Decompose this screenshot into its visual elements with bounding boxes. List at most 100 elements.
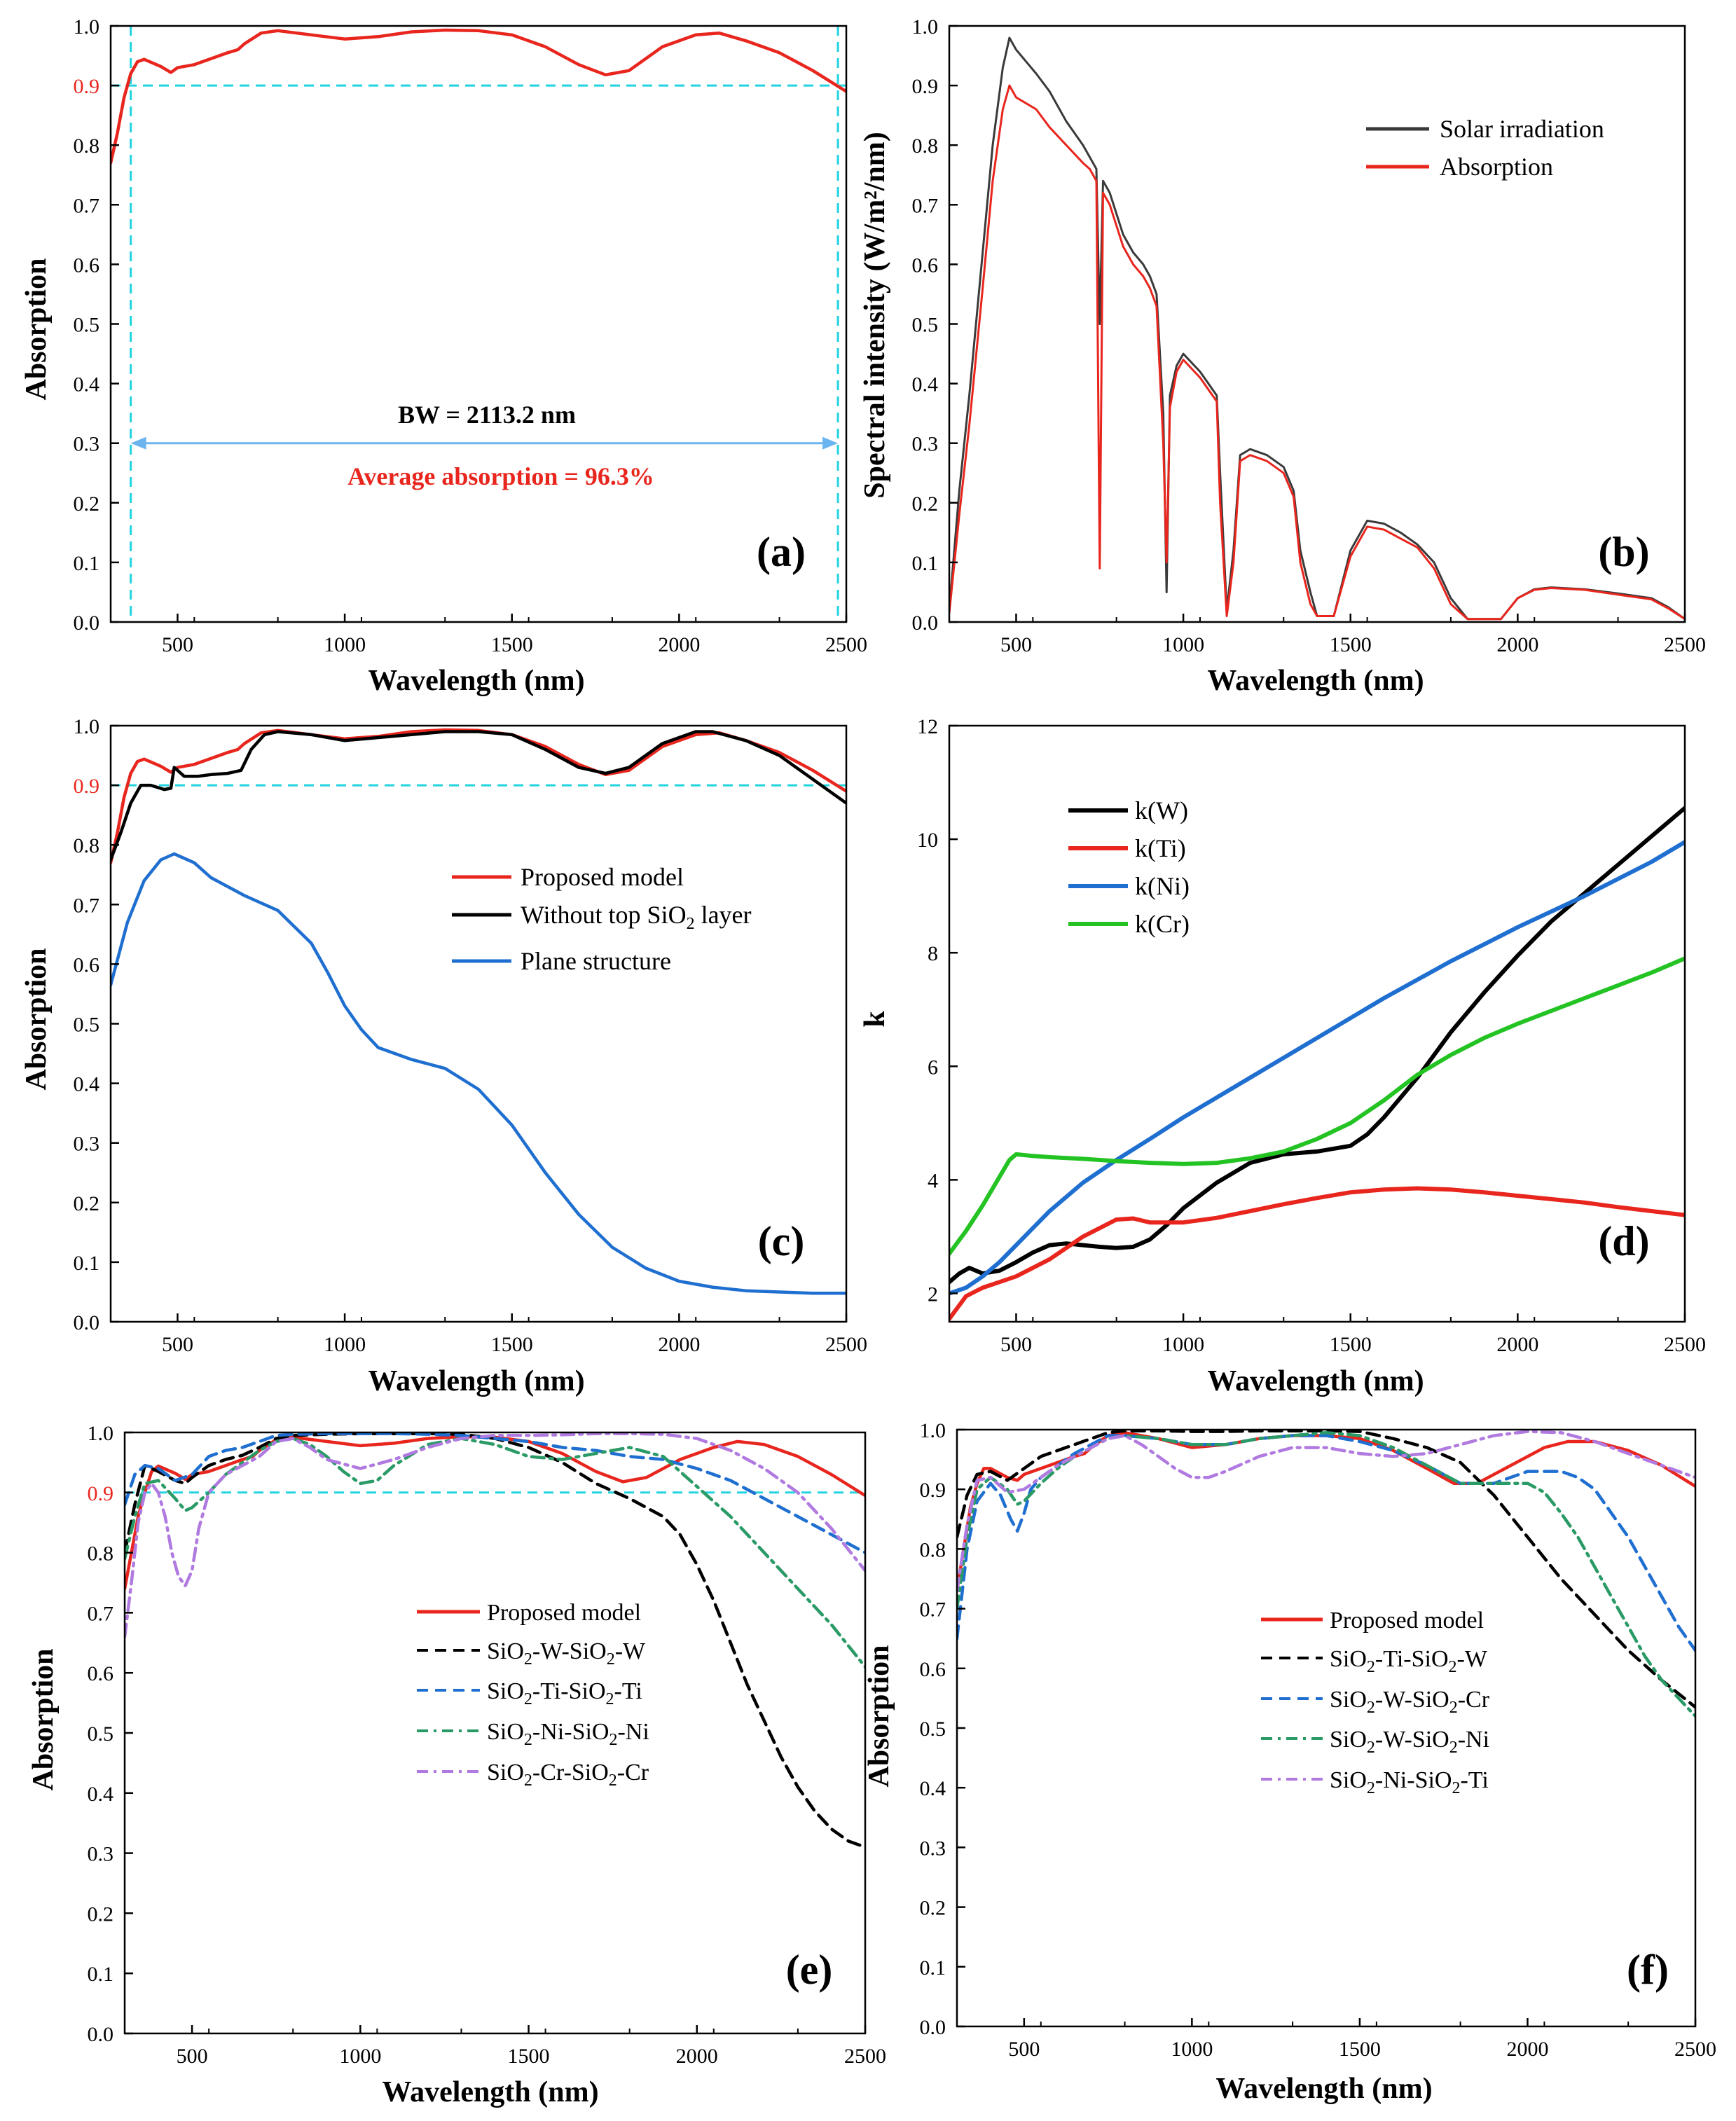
xtick-label-a-3: 2000 (658, 633, 700, 656)
xtick-label-b-3: 2000 (1496, 633, 1538, 656)
xtick-label-c-3: 2000 (658, 1333, 700, 1356)
series-line-a-0 (111, 28, 846, 165)
ytick-label-f-3: 0.3 (920, 1837, 946, 1860)
ytick-label-e-8: 0.8 (88, 1542, 114, 1566)
panel-e-legend: Proposed model SiO2-W-SiO2-W SiO2-Ti-SiO… (417, 1600, 649, 1790)
panel-c-legend: Proposed model Without top SiO2 layer Pl… (452, 863, 752, 975)
ytick-label-b-6: 0.6 (912, 254, 939, 277)
panel-a: 500 1000 1500 2000 2500 0.0 0.1 0.2 0.3 0.4 0.5 0.6… (20, 15, 867, 697)
ytick-label-b-10: 1.0 (912, 15, 939, 39)
axes-frame-d (948, 724, 1686, 1323)
ytick-label-a-3: 0.3 (74, 433, 100, 456)
ytick-label-a-2: 0.2 (74, 492, 100, 516)
xtick-label-e-0: 500 (177, 2045, 208, 2068)
ytick-label-d-2: 6 (928, 1056, 938, 1079)
ytick-label-e-6: 0.6 (88, 1662, 114, 1685)
panel-d-label: (d) (1598, 1218, 1649, 1264)
ytick-label-c-10: 1.0 (74, 715, 100, 738)
ytick-label-e-3: 0.3 (88, 1843, 114, 1866)
panel-d-legend: k(W) k(Ti) k(Ni) k(Cr) (1068, 796, 1190, 938)
legend-label-f-tiw: SiO2-Ti-SiO2-W (1330, 1646, 1488, 1676)
ytick-label-f-8: 0.8 (920, 1538, 946, 1561)
ytick-label-b-0: 0.0 (912, 612, 939, 635)
xtick-label-e-3: 2000 (676, 2045, 718, 2068)
legend-label-f-proposed: Proposed model (1330, 1608, 1484, 1633)
panel-f-plot: 500 1000 1500 2000 2500 0.0 0.1 0.2 0.3 0.4 0.5 0.6… (920, 1419, 1717, 2061)
ytick-label-e-2: 0.2 (88, 1902, 114, 1926)
ytick-label-f-4: 0.4 (920, 1777, 946, 1800)
xtick-label-a-2: 1500 (491, 633, 533, 656)
ytick-label-a-1: 0.1 (74, 552, 100, 575)
xtick-label-c-2: 1500 (491, 1333, 533, 1356)
ytick-label-e-4: 0.4 (88, 1783, 114, 1806)
xtick-label-d-4: 2500 (1664, 1333, 1706, 1356)
ytick-label-f-7: 0.7 (920, 1598, 946, 1622)
xtick-label-b-2: 1500 (1330, 633, 1372, 656)
panel-d-xlabel: Wavelength (nm) (1207, 1365, 1424, 1397)
legend-label-kw: k(W) (1135, 796, 1188, 824)
legend-label-absorption: Absorption (1440, 153, 1553, 181)
ytick-label-b-9: 0.9 (912, 75, 939, 98)
ytick-label-a-8: 0.8 (74, 134, 100, 158)
legend-label-e-wwsw: SiO2-W-SiO2-W (487, 1638, 646, 1669)
series-line-e-4 (125, 1432, 865, 1638)
ytick-label-e-5: 0.5 (88, 1722, 114, 1746)
series-line-c-1 (111, 730, 846, 862)
panel-f-legend: Proposed model SiO2-Ti-SiO2-W SiO2-W-SiO… (1261, 1608, 1490, 1797)
xtick-label-e-2: 1500 (508, 2045, 550, 2068)
series-line-c-2 (111, 852, 846, 1295)
series-line-d-2 (949, 840, 1685, 1296)
ytick-label-c-9: 0.9 (74, 775, 100, 798)
panel-b-legend: Solar irradiation Absorption (1366, 115, 1604, 181)
xtick-label-f-2: 1500 (1339, 2038, 1381, 2061)
ytick-label-f-0: 0.0 (920, 2016, 946, 2039)
panel-b-ylabel: Spectral intensity (W/m²/nm) (859, 132, 891, 499)
ytick-label-d-5: 12 (917, 715, 938, 738)
ytick-label-d-0: 2 (928, 1283, 938, 1306)
xtick-label-b-4: 2500 (1664, 633, 1706, 656)
series-line-e-2 (125, 1432, 865, 1554)
ytick-label-e-0: 0.0 (88, 2023, 114, 2046)
panel-a-label: (a) (757, 529, 806, 575)
panel-c-ylabel: Absorption (20, 948, 53, 1090)
legend-label-e-proposed: Proposed model (487, 1600, 641, 1626)
panel-e-xlabel: Wavelength (nm) (382, 2076, 598, 2108)
panel-a-ylabel: Absorption (20, 258, 53, 400)
legend-label-kni: k(Ni) (1135, 872, 1190, 900)
ytick-label-a-10: 1.0 (74, 15, 100, 39)
ytick-label-a-4: 0.4 (74, 373, 100, 396)
series-line-f-2 (957, 1434, 1695, 1652)
series-line-f-4 (957, 1430, 1695, 1593)
ytick-label-c-5: 0.5 (74, 1014, 100, 1037)
xtick-label-d-0: 500 (1000, 1333, 1032, 1356)
xtick-label-e-4: 2500 (844, 2045, 886, 2068)
panel-f-label: (f) (1627, 1947, 1669, 1993)
panel-c-xlabel: Wavelength (nm) (368, 1365, 584, 1397)
series-line-f-1 (957, 1430, 1695, 1709)
ytick-label-e-7: 0.7 (88, 1602, 114, 1625)
ytick-label-a-6: 0.6 (74, 254, 100, 277)
xtick-label-b-0: 500 (1000, 633, 1032, 656)
panel-c-label: (c) (758, 1218, 805, 1264)
xtick-label-c-4: 2500 (825, 1333, 867, 1356)
xtick-label-f-3: 2000 (1506, 2038, 1548, 2061)
ytick-label-b-1: 0.1 (912, 552, 939, 575)
panel-d-plot: 500 1000 1500 2000 2500 2 4 6 8 10 12 (917, 715, 1706, 1356)
ytick-label-c-1: 0.1 (74, 1252, 100, 1275)
legend-label-e-nini: SiO2-Ni-SiO2-Ni (487, 1719, 649, 1749)
panel-e-plot: 500 1000 1500 2000 2500 0.0 0.1 0.2 0.3 0.4 0.5 0.6… (88, 1422, 887, 2068)
ytick-label-a-9: 0.9 (74, 75, 100, 98)
series-line-b-1 (949, 84, 1685, 621)
ytick-label-e-1: 0.1 (88, 1963, 114, 1986)
legend-label-e-titi: SiO2-Ti-SiO2-Ti (487, 1678, 642, 1708)
legend-label-proposed: Proposed model (521, 863, 684, 891)
xtick-label-c-1: 1000 (324, 1333, 366, 1356)
xtick-label-c-0: 500 (162, 1333, 193, 1356)
ytick-label-f-5: 0.5 (920, 1718, 946, 1741)
xtick-label-a-0: 500 (162, 633, 193, 656)
ytick-label-f-9: 0.9 (920, 1479, 946, 1502)
bandwidth-arrow-left-head (130, 436, 146, 450)
panel-c: 500 1000 1500 2000 2500 0.0 0.1 0.2 0.3 0.4 0.5 0.6… (20, 715, 867, 1397)
panel-c-plot: 500 1000 1500 2000 2500 0.0 0.1 0.2 0.3 0.4 0.5 0.6… (74, 715, 868, 1356)
